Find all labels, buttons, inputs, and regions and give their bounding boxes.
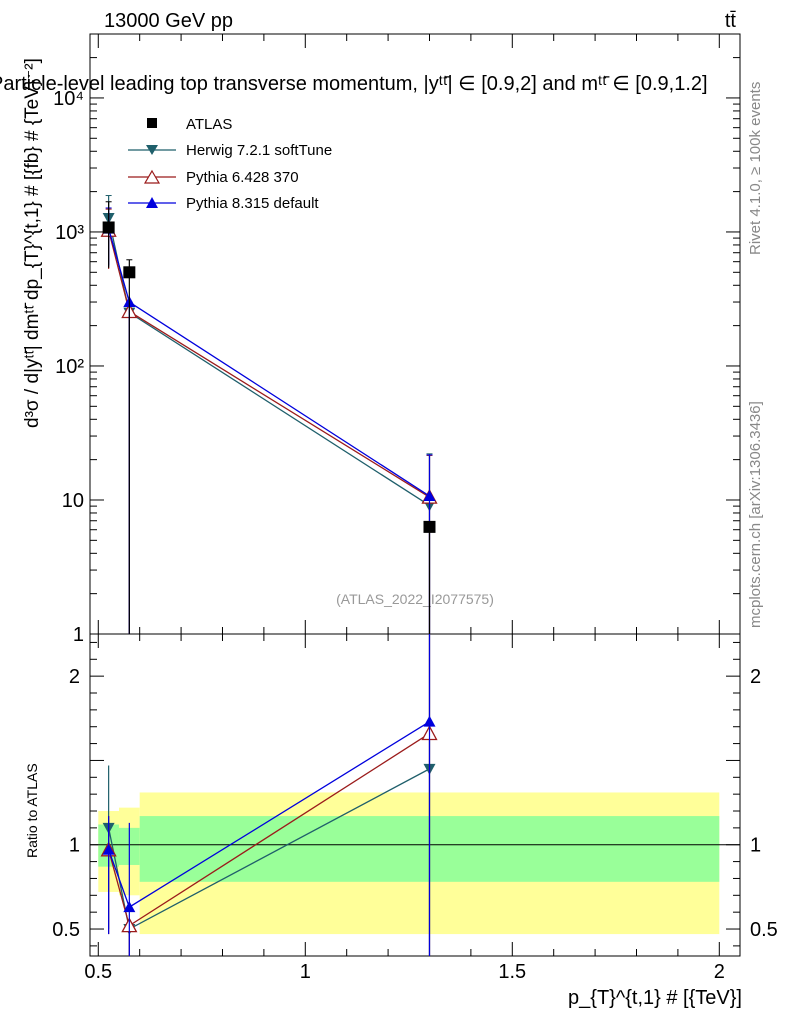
energy-label: 13000 GeV pp	[104, 10, 233, 32]
analysis-watermark: (ATLAS_2022_I2077575)	[336, 591, 494, 607]
legend: ATLAS Herwig 7.2.1 softTune Pythia 6.428…	[128, 116, 332, 212]
ratio-bands	[90, 792, 740, 935]
ratio-y-tick-label-right: 0.5	[750, 919, 778, 941]
ratio-point-pythia8	[102, 843, 115, 855]
ratio-y-axis-label: Ratio to ATLAS	[24, 763, 40, 858]
main-y-tick-label: 10⁴	[53, 88, 84, 110]
legend-entry-herwig: Herwig 7.2.1 softTune	[128, 142, 332, 159]
main-point-atlas	[423, 520, 436, 533]
x-tick-label: 2	[714, 961, 725, 983]
main-y-axis-label: d³σ / d|yᵗᵗ̄| dmᵗᵗ̄ dp_{T}^{t,1} # [{fb}…	[22, 58, 43, 428]
mcplots-label: mcplots.cern.ch [arXiv:1306.3436]	[747, 401, 764, 628]
legend-entry-pythia6: Pythia 6.428 370	[128, 169, 299, 186]
main-line-pythia6	[108, 230, 430, 498]
ratio-point-pythia8	[123, 901, 136, 913]
main-y-tick-label: 10³	[55, 222, 84, 244]
ratio-y-tick-label-right: 2	[750, 666, 761, 688]
x-axis-label: p_{T}^{t,1} # [{TeV}]	[568, 987, 742, 1009]
x-tick-label: 0.5	[84, 961, 112, 983]
plot-title: Particle-level leading top transverse mo…	[0, 73, 708, 95]
ratio-point-pythia8	[423, 715, 436, 727]
main-y-tick-label: 10	[62, 490, 84, 512]
legend-pythia8-marker	[146, 197, 158, 208]
ratio-y-tick-label-right: 1	[750, 835, 761, 857]
legend-herwig-label: Herwig 7.2.1 softTune	[186, 142, 332, 159]
legend-pythia6-label: Pythia 6.428 370	[186, 169, 299, 186]
legend-entry-atlas: ATLAS	[147, 116, 232, 133]
legend-atlas-marker	[147, 118, 157, 128]
legend-atlas-label: ATLAS	[186, 116, 232, 133]
main-point-atlas	[102, 221, 115, 234]
main-point-pythia8	[423, 490, 436, 502]
legend-pythia8-label: Pythia 8.315 default	[186, 195, 319, 212]
main-line-pythia8	[108, 228, 430, 497]
data-marks	[100, 195, 438, 956]
main-y-tick-label: 1	[73, 624, 84, 646]
x-tick-label: 1	[300, 961, 311, 983]
rivet-label: Rivet 4.1.0, ≥ 100k events	[747, 82, 764, 255]
legend-pythia6-marker	[143, 169, 161, 184]
ratio-y-tick-label: 1	[69, 835, 80, 857]
main-line-herwig	[107, 217, 430, 507]
main-point-atlas	[123, 266, 136, 279]
main-y-tick-label: 10²	[55, 356, 84, 378]
legend-entry-pythia8: Pythia 8.315 default	[128, 195, 319, 212]
ratio-panel-frame	[89, 633, 741, 957]
legend-herwig-marker	[146, 145, 158, 155]
x-tick-label: 1.5	[498, 961, 526, 983]
ratio-y-tick-label: 0.5	[52, 919, 80, 941]
process-label: tt̄	[725, 10, 737, 32]
ratio-y-tick-label: 2	[69, 666, 80, 688]
